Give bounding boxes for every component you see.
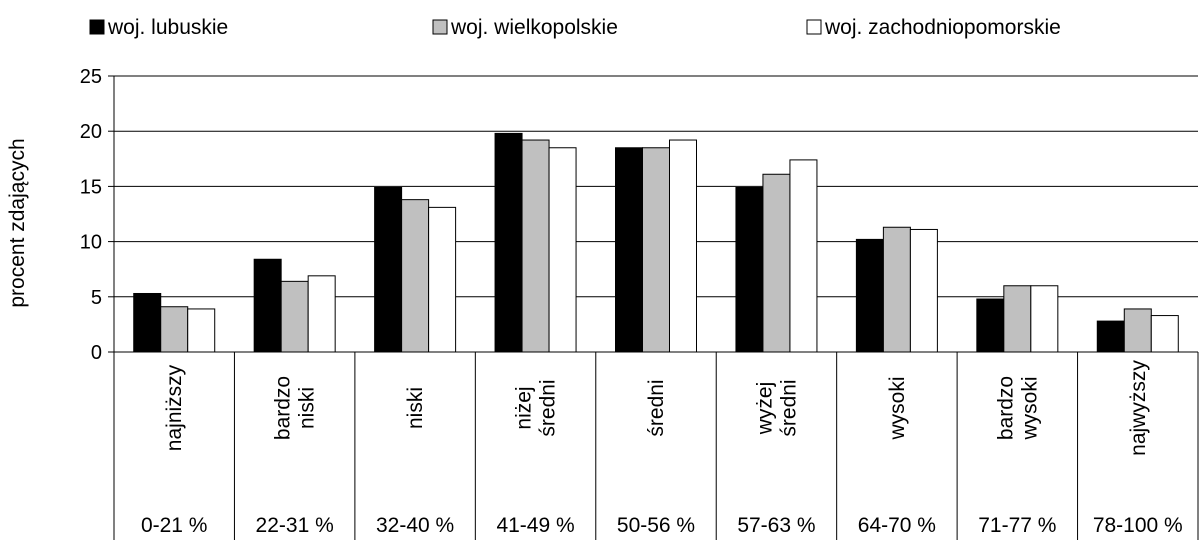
bar: [160, 306, 189, 353]
bar: [401, 199, 430, 353]
bar: [428, 206, 457, 353]
category-range-label: 57-63 %: [737, 514, 815, 537]
y-tick-label: 10: [80, 232, 102, 254]
category-range-label: 41-49 %: [496, 514, 574, 537]
category-label: średni: [645, 379, 668, 436]
category-label: bardzo: [272, 376, 295, 440]
bar: [762, 173, 791, 353]
bar: [976, 298, 1005, 353]
category-label: niski: [296, 387, 319, 429]
category-range-label: 22-31 %: [256, 514, 334, 537]
category-label: niżej: [513, 386, 536, 429]
bar: [1003, 285, 1032, 353]
bar: [615, 147, 643, 353]
category-range-label: 50-56 %: [617, 514, 695, 537]
bar: [909, 228, 938, 353]
bar: [133, 292, 162, 353]
y-tick-label: 0: [91, 342, 102, 364]
legend-swatch: [432, 19, 448, 35]
y-tick-label: 5: [91, 287, 102, 309]
category-label: wyżej: [753, 382, 776, 436]
legend-label: woj. lubuskie: [107, 16, 228, 39]
bar: [280, 280, 309, 353]
bar: [735, 187, 764, 353]
bar: [548, 147, 577, 353]
bar: [1150, 315, 1179, 353]
category-label: średni: [777, 379, 800, 436]
legend-swatch: [806, 19, 822, 35]
bar: [1096, 320, 1125, 353]
y-axis-title: procent zdających: [6, 138, 29, 307]
bar: [1030, 285, 1059, 353]
category-label: niski: [404, 387, 427, 429]
category-range-label: 71-77 %: [978, 514, 1056, 537]
y-tick-label: 20: [80, 121, 102, 143]
category-label: średni: [537, 379, 560, 436]
bars: [133, 132, 1179, 353]
category-label: wysoki: [1018, 376, 1041, 440]
y-tick-label: 25: [80, 66, 102, 88]
bar: [789, 159, 818, 353]
bar: [669, 139, 697, 353]
category-range-label: 32-40 %: [376, 514, 454, 537]
bar: [521, 139, 550, 353]
legend: woj. lubuskie woj. wielkopolskie woj. zach…: [89, 16, 1061, 39]
category-label: wysoki: [886, 376, 909, 440]
category-label: bardzo: [994, 376, 1017, 440]
legend-label: woj. zachodniopomorskie: [824, 16, 1061, 39]
category-label: najwyższy: [1127, 360, 1150, 456]
bar: [494, 132, 523, 353]
bar: [187, 308, 216, 353]
category-range-label: 0-21 %: [141, 514, 208, 537]
legend-swatch: [89, 19, 105, 35]
category-label: najniższy: [163, 364, 186, 451]
category-range-label: 64-70 %: [858, 514, 936, 537]
category-range-label: 78-100 %: [1093, 514, 1183, 537]
bar: [253, 258, 282, 353]
bar: [1123, 308, 1152, 353]
bar: [882, 226, 911, 353]
y-axis-ticks: 0 5 10 15 20 25: [80, 66, 115, 364]
bar: [855, 238, 884, 353]
bar: [642, 147, 670, 353]
bar: [374, 187, 403, 353]
legend-label: woj. wielkopolskie: [450, 16, 618, 39]
bar: [307, 275, 336, 353]
y-tick-label: 15: [80, 176, 102, 198]
